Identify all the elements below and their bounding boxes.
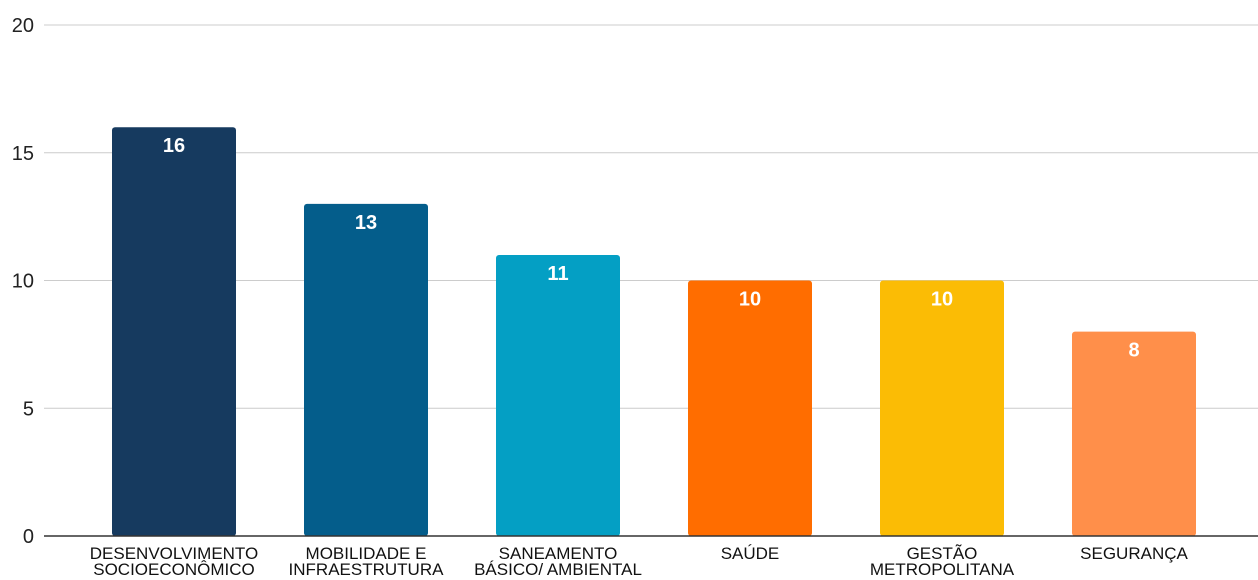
data-label-2: 13 [355,212,377,234]
bar-3 [496,254,620,536]
bar-2 [304,203,428,536]
data-label-3: 11 [547,263,568,285]
x-tick-label-3: SANEAMENTO BÁSICO/ AMBIENTAL [474,544,642,579]
data-label-1: 16 [163,135,185,157]
y-tick-label-20: 20 [12,15,34,37]
x-tick-label-4: SAÚDE [721,544,780,563]
data-label-6: 8 [1128,340,1139,362]
bar-5 [880,280,1004,536]
y-tick-label-0: 0 [23,526,34,548]
bar-6 [1072,331,1196,536]
x-tick-label-5: GESTÃO METROPOLITANA [870,544,1015,579]
x-tick-label-6: SEGURANÇA [1080,544,1188,563]
y-tick-label-5: 5 [23,398,34,420]
data-label-5: 10 [931,289,953,311]
x-tick-label-1: DESENVOLVIMENTO SOCIOECONÔMICO [90,544,258,579]
y-tick-label-10: 10 [12,271,34,293]
bar-1 [112,127,236,536]
x-tick-label-2: MOBILIDADE E INFRAESTRUTURA [289,544,445,579]
bar-4 [688,280,812,536]
y-tick-label-15: 15 [12,143,34,165]
data-label-4: 10 [739,289,761,311]
